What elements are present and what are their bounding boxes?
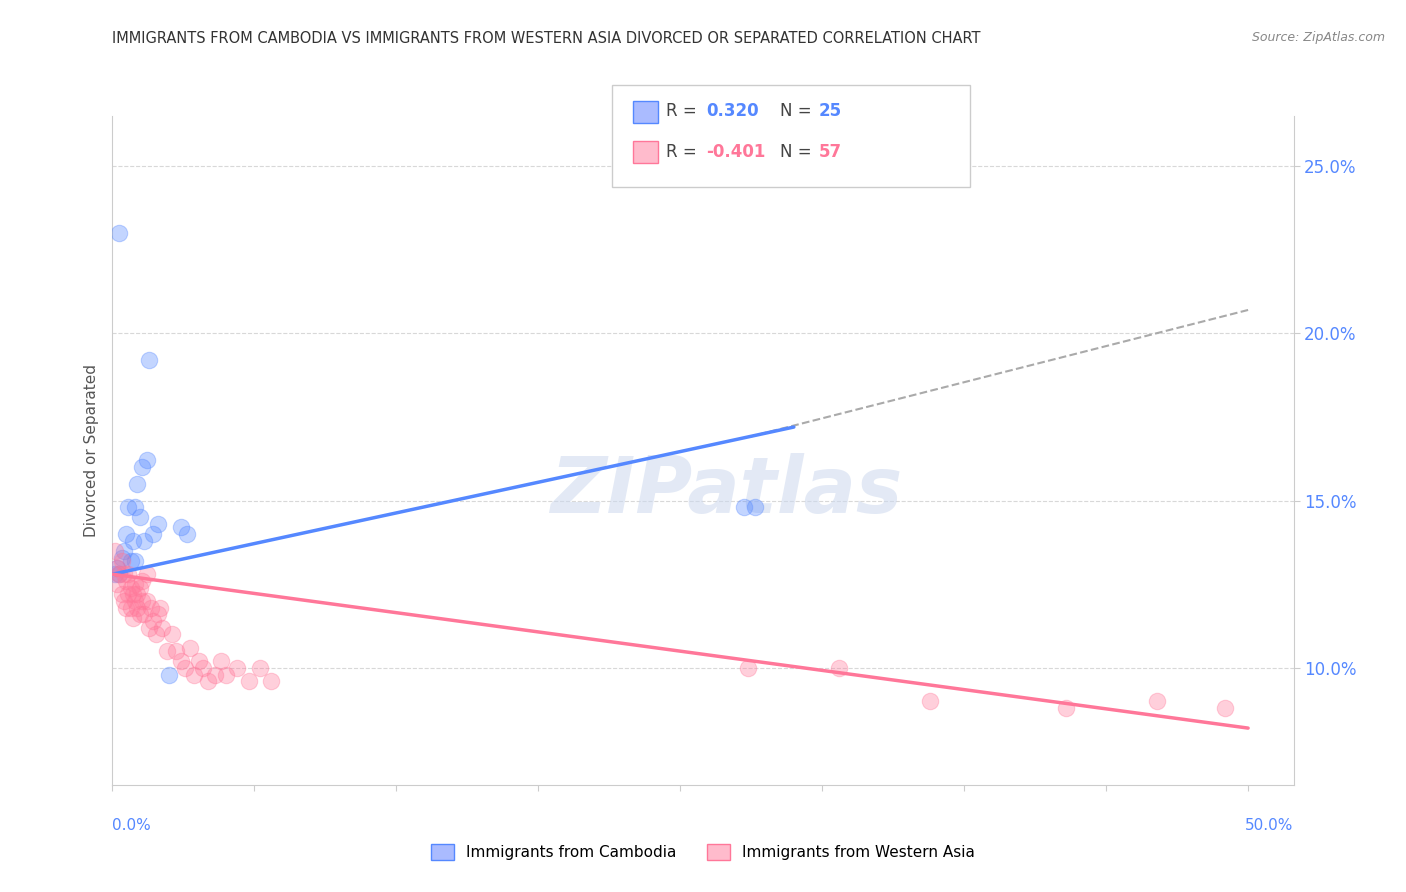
Point: [128, 581, 150, 595]
Point: [131, 594, 153, 608]
Point: [149, 600, 172, 615]
Point: [169, 520, 191, 534]
Text: N =: N =: [780, 143, 811, 161]
Point: [108, 567, 131, 582]
Text: R =: R =: [666, 103, 697, 120]
Point: [139, 600, 162, 615]
Point: [134, 533, 156, 548]
Point: [110, 550, 132, 565]
Point: [122, 533, 145, 548]
Point: [146, 517, 169, 532]
Point: [120, 554, 142, 568]
Point: [105, 560, 128, 574]
Text: -0.401: -0.401: [706, 143, 765, 161]
Text: 25: 25: [818, 103, 841, 120]
Text: 50.0%: 50.0%: [1246, 818, 1294, 832]
Point: [127, 600, 149, 615]
Point: [183, 667, 205, 681]
Point: [1146, 694, 1168, 708]
Point: [135, 594, 157, 608]
Point: [828, 661, 851, 675]
Legend: Immigrants from Cambodia, Immigrants from Western Asia: Immigrants from Cambodia, Immigrants fro…: [425, 838, 981, 866]
Point: [179, 640, 201, 655]
Point: [204, 667, 226, 681]
Text: Source: ZipAtlas.com: Source: ZipAtlas.com: [1251, 31, 1385, 45]
Point: [146, 607, 169, 622]
Point: [134, 607, 156, 622]
Point: [127, 587, 149, 601]
Point: [165, 644, 187, 658]
Point: [122, 611, 145, 625]
Point: [131, 460, 153, 475]
Point: [744, 500, 766, 515]
Point: [138, 353, 160, 368]
Point: [226, 661, 249, 675]
Point: [160, 627, 183, 641]
Point: [193, 661, 215, 675]
Point: [145, 627, 167, 641]
Point: [157, 667, 180, 681]
Text: 57: 57: [818, 143, 841, 161]
Point: [737, 661, 759, 675]
Point: [115, 527, 138, 541]
Point: [110, 554, 132, 568]
Point: [120, 600, 142, 615]
Point: [124, 554, 146, 568]
Point: [920, 694, 942, 708]
Point: [187, 654, 209, 668]
Point: [108, 567, 131, 582]
Point: [128, 510, 150, 524]
Point: [238, 674, 260, 689]
Point: [112, 594, 135, 608]
Point: [142, 527, 165, 541]
Point: [117, 587, 139, 601]
Point: [197, 674, 219, 689]
Text: IMMIGRANTS FROM CAMBODIA VS IMMIGRANTS FROM WESTERN ASIA DIVORCED OR SEPARATED C: IMMIGRANTS FROM CAMBODIA VS IMMIGRANTS F…: [112, 31, 981, 46]
Point: [122, 587, 145, 601]
Point: [105, 560, 128, 574]
Text: 0.320: 0.320: [706, 103, 758, 120]
Text: ZIPatlas: ZIPatlas: [551, 452, 903, 529]
Point: [115, 574, 138, 588]
Point: [124, 500, 146, 515]
Point: [115, 600, 138, 615]
Point: [156, 644, 179, 658]
Point: [117, 500, 139, 515]
Point: [260, 674, 283, 689]
Point: [127, 476, 149, 491]
Y-axis label: Divorced or Separated: Divorced or Separated: [83, 364, 98, 537]
Point: [135, 453, 157, 467]
Point: [104, 567, 127, 582]
Point: [176, 527, 198, 541]
Point: [142, 614, 165, 628]
Point: [733, 500, 755, 515]
Point: [174, 661, 197, 675]
Point: [215, 667, 238, 681]
Point: [105, 577, 128, 591]
Text: N =: N =: [780, 103, 811, 120]
Point: [249, 661, 271, 675]
Point: [135, 567, 157, 582]
Point: [117, 567, 139, 582]
Text: 0.0%: 0.0%: [112, 818, 152, 832]
Point: [108, 226, 131, 240]
Point: [124, 594, 146, 608]
Text: R =: R =: [666, 143, 697, 161]
Point: [128, 607, 150, 622]
Point: [211, 654, 233, 668]
Point: [131, 574, 153, 588]
Point: [169, 654, 191, 668]
Point: [1215, 701, 1237, 715]
Point: [120, 581, 142, 595]
Point: [110, 587, 132, 601]
Point: [104, 543, 127, 558]
Point: [112, 543, 135, 558]
Point: [138, 621, 160, 635]
Point: [112, 567, 135, 582]
Point: [124, 577, 146, 591]
Point: [152, 621, 174, 635]
Point: [1054, 701, 1077, 715]
